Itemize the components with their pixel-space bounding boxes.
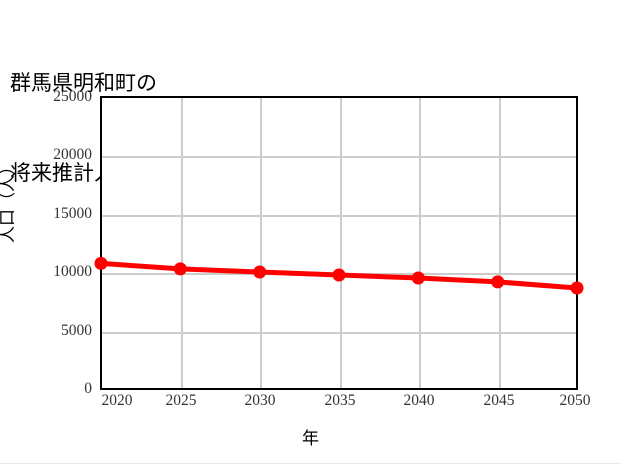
chart-title-line-1: 群馬県明和町の	[10, 71, 157, 95]
y-tick-5000: 5000	[61, 322, 92, 339]
x-tick-2020: 2020	[101, 392, 133, 409]
x-axis-label: 年	[302, 429, 319, 449]
x-tick-2040: 2040	[403, 392, 435, 409]
x-tick-2035: 2035	[324, 392, 356, 409]
gridline-x-2030	[260, 98, 262, 388]
gridline-x-2035	[340, 98, 342, 388]
y-axis-label: 人口（人）	[0, 158, 18, 243]
y-tick-15000: 15000	[53, 205, 92, 222]
plot-area	[100, 96, 578, 390]
x-tick-2045: 2045	[483, 392, 515, 409]
footer-divider	[0, 463, 621, 464]
gridline-x-2045	[499, 98, 501, 388]
gridline-x-2025	[181, 98, 183, 388]
gridline-y-20000	[102, 156, 576, 158]
y-tick-20000: 20000	[53, 146, 92, 163]
x-tick-2025: 2025	[165, 392, 197, 409]
y-tick-25000: 25000	[53, 88, 92, 105]
x-tick-2030: 2030	[244, 392, 276, 409]
gridline-y-5000	[102, 332, 576, 334]
x-tick-2050: 2050	[559, 392, 591, 409]
gridline-x-2040	[419, 98, 421, 388]
y-tick-10000: 10000	[53, 263, 92, 280]
y-axis-tick-labels: 25000 20000 15000 10000 5000 0	[0, 0, 100, 465]
gridline-y-15000	[102, 215, 576, 217]
y-tick-0: 0	[84, 380, 92, 397]
